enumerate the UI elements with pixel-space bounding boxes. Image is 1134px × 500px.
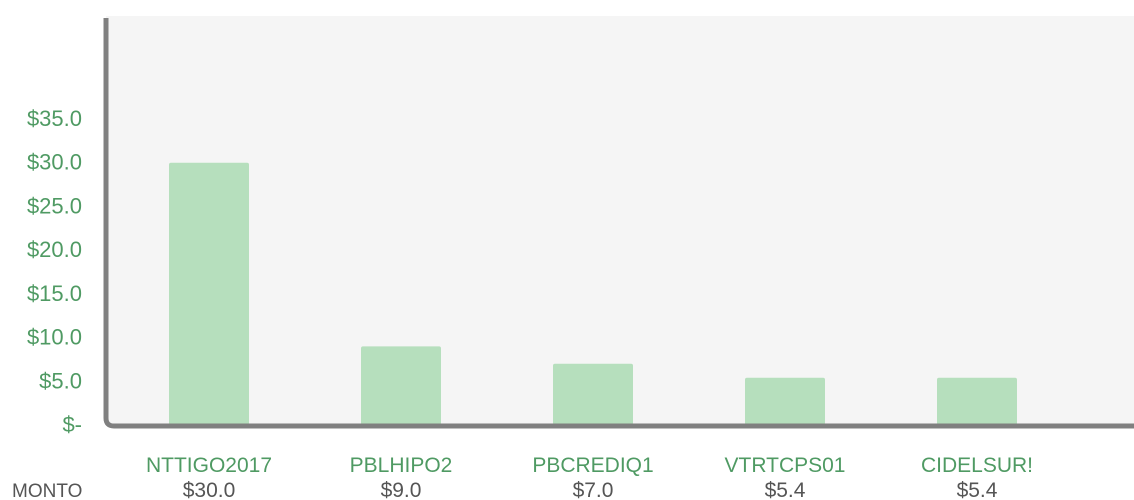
y-tick-label: $15.0 <box>27 281 82 306</box>
value-label: $30.0 <box>183 479 236 500</box>
y-tick-label: $- <box>62 412 82 437</box>
y-tick-label: $35.0 <box>27 106 82 131</box>
value-label: $5.4 <box>765 479 806 500</box>
y-axis-ticks: $- $5.0 $10.0 $15.0 $20.0 $25.0 $30.0 $35.0 <box>27 106 82 437</box>
plot-background <box>106 16 1134 425</box>
bar <box>169 162 249 425</box>
category-label: CIDELSUR! <box>921 454 1033 477</box>
value-labels: $30.0 $9.0 $7.0 $5.4 $5.4 <box>183 479 998 500</box>
bar <box>937 377 1017 425</box>
category-label: PBCREDIQ1 <box>532 454 653 477</box>
category-label: PBLHIPO2 <box>350 454 453 477</box>
row-label-monto: MONTO <box>12 481 82 500</box>
value-label: $7.0 <box>573 479 614 500</box>
y-tick-label: $25.0 <box>27 193 82 218</box>
value-label: $9.0 <box>381 479 422 500</box>
y-tick-label: $10.0 <box>27 325 82 350</box>
bar <box>361 346 441 425</box>
value-label: $5.4 <box>957 479 998 500</box>
category-label: NTTIGO2017 <box>146 454 272 477</box>
y-tick-label: $5.0 <box>39 368 82 393</box>
y-tick-label: $20.0 <box>27 237 82 262</box>
bar <box>553 363 633 425</box>
bar <box>745 377 825 425</box>
bars <box>169 162 1017 425</box>
category-label: VTRTCPS01 <box>725 454 846 477</box>
axis-line <box>103 18 1134 429</box>
y-tick-label: $30.0 <box>27 150 82 175</box>
category-labels: NTTIGO2017 PBLHIPO2 PBCREDIQ1 VTRTCPS01 CIDE… <box>146 454 1033 477</box>
